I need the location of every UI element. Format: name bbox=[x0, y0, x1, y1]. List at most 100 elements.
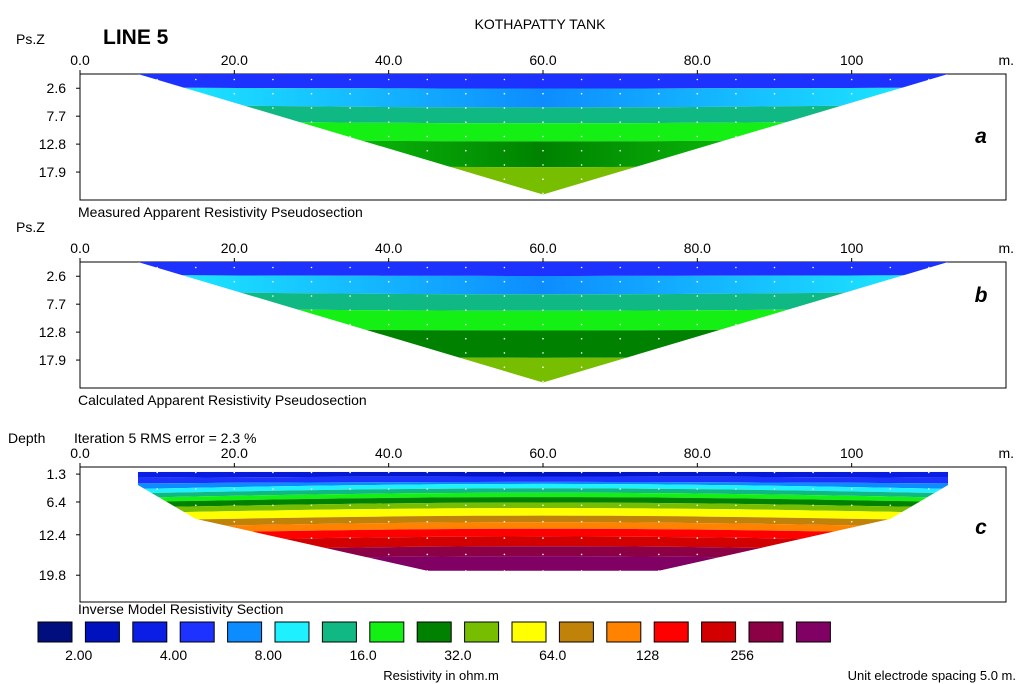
datum-point bbox=[580, 553, 583, 556]
datum-point bbox=[696, 520, 699, 523]
datum-point bbox=[387, 553, 390, 556]
datum-point bbox=[387, 78, 390, 81]
datum-point bbox=[542, 164, 544, 166]
datum-point bbox=[619, 149, 621, 152]
datum-point bbox=[310, 107, 313, 109]
datum-point bbox=[349, 520, 351, 523]
y-tick-label: 12.8 bbox=[39, 136, 66, 152]
datum-point bbox=[735, 504, 737, 507]
datum-point bbox=[658, 280, 660, 283]
datum-point bbox=[658, 520, 660, 523]
datum-point bbox=[773, 266, 776, 269]
datum-point bbox=[658, 471, 660, 474]
datum-point bbox=[889, 471, 892, 474]
datum-point bbox=[580, 149, 583, 152]
datum-point bbox=[735, 323, 737, 326]
datum-point bbox=[619, 537, 621, 539]
datum-point bbox=[426, 570, 429, 571]
datum-point bbox=[387, 266, 390, 269]
datum-point bbox=[850, 266, 853, 269]
datum-point bbox=[773, 121, 776, 123]
datum-point bbox=[349, 323, 351, 326]
datum-point bbox=[773, 280, 776, 283]
datum-point bbox=[735, 309, 737, 312]
datum-point bbox=[696, 266, 699, 269]
datum-point bbox=[233, 92, 236, 95]
datum-point bbox=[619, 135, 621, 138]
datum-point bbox=[619, 266, 621, 269]
datum-point bbox=[812, 295, 814, 297]
datum-point bbox=[426, 92, 429, 95]
datum-point bbox=[465, 280, 467, 283]
datum-point bbox=[387, 471, 390, 474]
datum-point bbox=[542, 352, 544, 354]
datum-point bbox=[812, 488, 814, 490]
datum-point bbox=[465, 149, 467, 152]
x-tick-label: 0.0 bbox=[70, 445, 90, 461]
datum-point bbox=[233, 280, 236, 283]
datum-point bbox=[349, 135, 351, 138]
x-tick-label: 60.0 bbox=[529, 445, 556, 461]
datum-point bbox=[426, 471, 429, 474]
datum-point bbox=[387, 323, 390, 326]
x-tick-label: 20.0 bbox=[221, 445, 248, 461]
datum-point bbox=[349, 121, 351, 123]
datum-point bbox=[465, 352, 467, 354]
datum-point bbox=[465, 92, 467, 95]
datum-point bbox=[387, 488, 390, 490]
datum-point bbox=[619, 504, 621, 507]
resistivity-layer bbox=[137, 497, 949, 508]
y-tick-label: 7.7 bbox=[47, 296, 67, 312]
datum-point bbox=[580, 471, 583, 474]
datum-point bbox=[349, 107, 351, 109]
datum-point bbox=[233, 78, 236, 81]
resistivity-layer bbox=[137, 483, 949, 494]
datum-point bbox=[233, 520, 236, 523]
datum-point bbox=[658, 295, 660, 297]
datum-point bbox=[696, 537, 699, 539]
datum-point bbox=[658, 121, 660, 123]
y-tick-label: 12.8 bbox=[39, 324, 66, 340]
datum-point bbox=[735, 121, 737, 123]
datum-point bbox=[735, 471, 737, 474]
datum-point bbox=[580, 121, 583, 123]
resistivity-layer bbox=[137, 87, 949, 108]
y-tick-label: 7.7 bbox=[47, 108, 67, 124]
datum-point bbox=[426, 488, 429, 490]
datum-point bbox=[503, 488, 506, 490]
y-tick-label: 2.6 bbox=[47, 80, 67, 96]
datum-point bbox=[619, 78, 621, 81]
datum-point bbox=[619, 121, 621, 123]
datum-point bbox=[619, 471, 622, 474]
datum-point bbox=[773, 107, 776, 109]
datum-point bbox=[580, 366, 583, 369]
x-unit-label: m. bbox=[998, 445, 1014, 461]
legend-label: 16.0 bbox=[349, 647, 376, 663]
datum-point bbox=[310, 471, 313, 474]
datum-point bbox=[503, 537, 506, 539]
datum-point bbox=[465, 164, 467, 166]
datum-point bbox=[619, 295, 621, 297]
datum-point bbox=[349, 309, 351, 312]
datum-point bbox=[310, 520, 313, 523]
legend-swatch bbox=[132, 621, 168, 643]
datum-point bbox=[387, 280, 390, 283]
resistivity-layer bbox=[137, 262, 949, 276]
datum-point bbox=[812, 92, 814, 95]
datum-point bbox=[426, 309, 429, 312]
legend-swatch bbox=[274, 621, 310, 643]
datum-point bbox=[503, 295, 506, 297]
datum-point bbox=[542, 107, 544, 109]
datum-point bbox=[195, 471, 197, 474]
resistivity-layer bbox=[137, 476, 949, 484]
resistivity-layer bbox=[137, 522, 949, 534]
y-tick-label: 17.9 bbox=[39, 164, 66, 180]
datum-point bbox=[465, 135, 467, 138]
datum-point bbox=[580, 92, 583, 95]
y-tick-label: 12.4 bbox=[39, 527, 66, 543]
datum-point bbox=[773, 295, 776, 297]
datum-point bbox=[812, 471, 814, 474]
datum-point bbox=[542, 178, 544, 180]
datum-point bbox=[465, 520, 467, 523]
datum-point bbox=[619, 352, 621, 354]
